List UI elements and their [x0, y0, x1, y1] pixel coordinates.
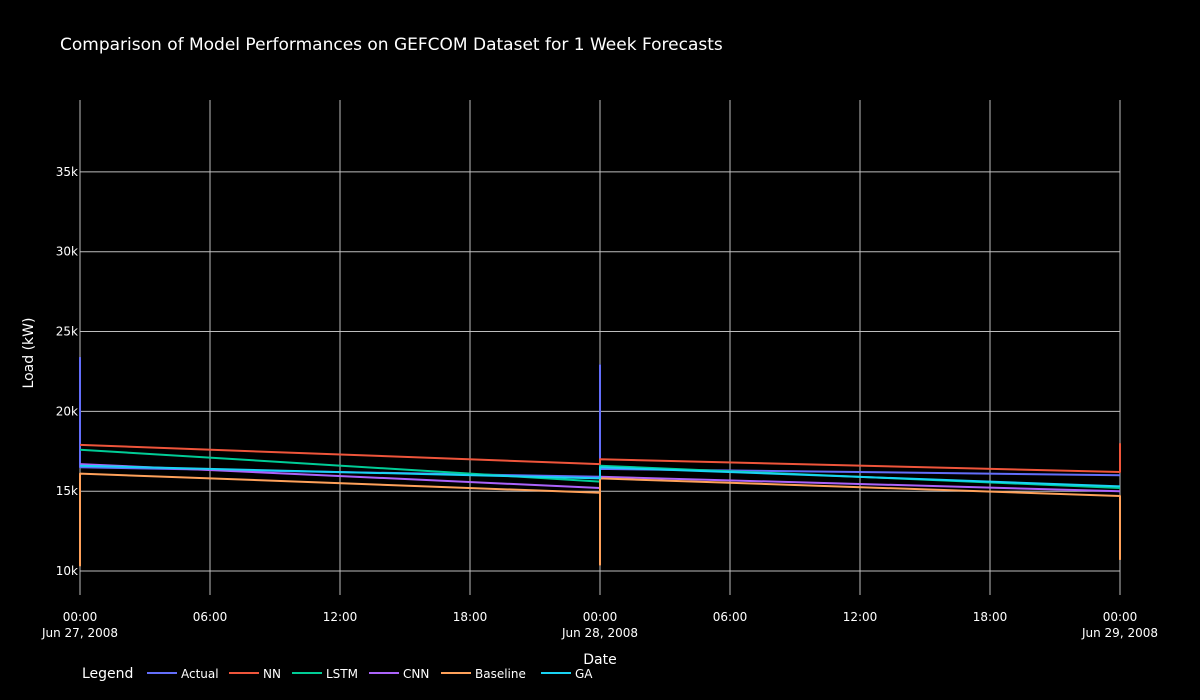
x-tick-label: 12:00: [323, 610, 358, 624]
legend-label-cnn: CNN: [403, 667, 429, 681]
chart-title: Comparison of Model Performances on GEFC…: [60, 35, 723, 55]
series-layer: [79, 357, 1121, 567]
series-line-baseline: [79, 472, 1121, 567]
y-tick-label: 15k: [56, 484, 78, 498]
x-tick-label: 06:00: [193, 610, 228, 624]
legend-label-nn: NN: [263, 667, 281, 681]
legend-label-actual: Actual: [181, 667, 219, 681]
y-axis-ticks: 10k 15k 20k 25k 30k 35k: [56, 165, 78, 578]
series-line-ga: [79, 464, 1121, 488]
legend: Legend Actual NN LSTM CNN Baseline GA: [82, 666, 593, 682]
y-axis-label: Load (kW): [21, 318, 37, 389]
y-tick-label: 20k: [56, 404, 78, 418]
x-tick-label: 00:00: [583, 610, 618, 624]
x-tick-label: 06:00: [713, 610, 748, 624]
y-tick-label: 10k: [56, 564, 78, 578]
legend-label-ga: GA: [575, 667, 593, 681]
x-tick-label: 18:00: [453, 610, 488, 624]
legend-title: Legend: [82, 666, 133, 682]
x-axis-label: Date: [583, 652, 616, 668]
x-tick-date-label: Jun 28, 2008: [561, 626, 638, 640]
x-axis-ticks: 00:00 Jun 27, 2008 06:00 12:00 18:00 00:00 Jun…: [41, 610, 1158, 640]
x-tick-date-label: Jun 27, 2008: [41, 626, 118, 640]
x-tick-label: 18:00: [973, 610, 1008, 624]
legend-label-lstm: LSTM: [326, 667, 358, 681]
series-line-nn: [79, 443, 1121, 473]
x-tick-label: 00:00: [63, 610, 98, 624]
x-tick-label: 00:00: [1103, 610, 1138, 624]
y-tick-label: 35k: [56, 165, 78, 179]
y-tick-label: 25k: [56, 325, 78, 339]
y-tick-label: 30k: [56, 245, 78, 259]
legend-label-baseline: Baseline: [475, 667, 526, 681]
x-tick-label: 12:00: [843, 610, 878, 624]
x-tick-date-label: Jun 29, 2008: [1081, 626, 1158, 640]
